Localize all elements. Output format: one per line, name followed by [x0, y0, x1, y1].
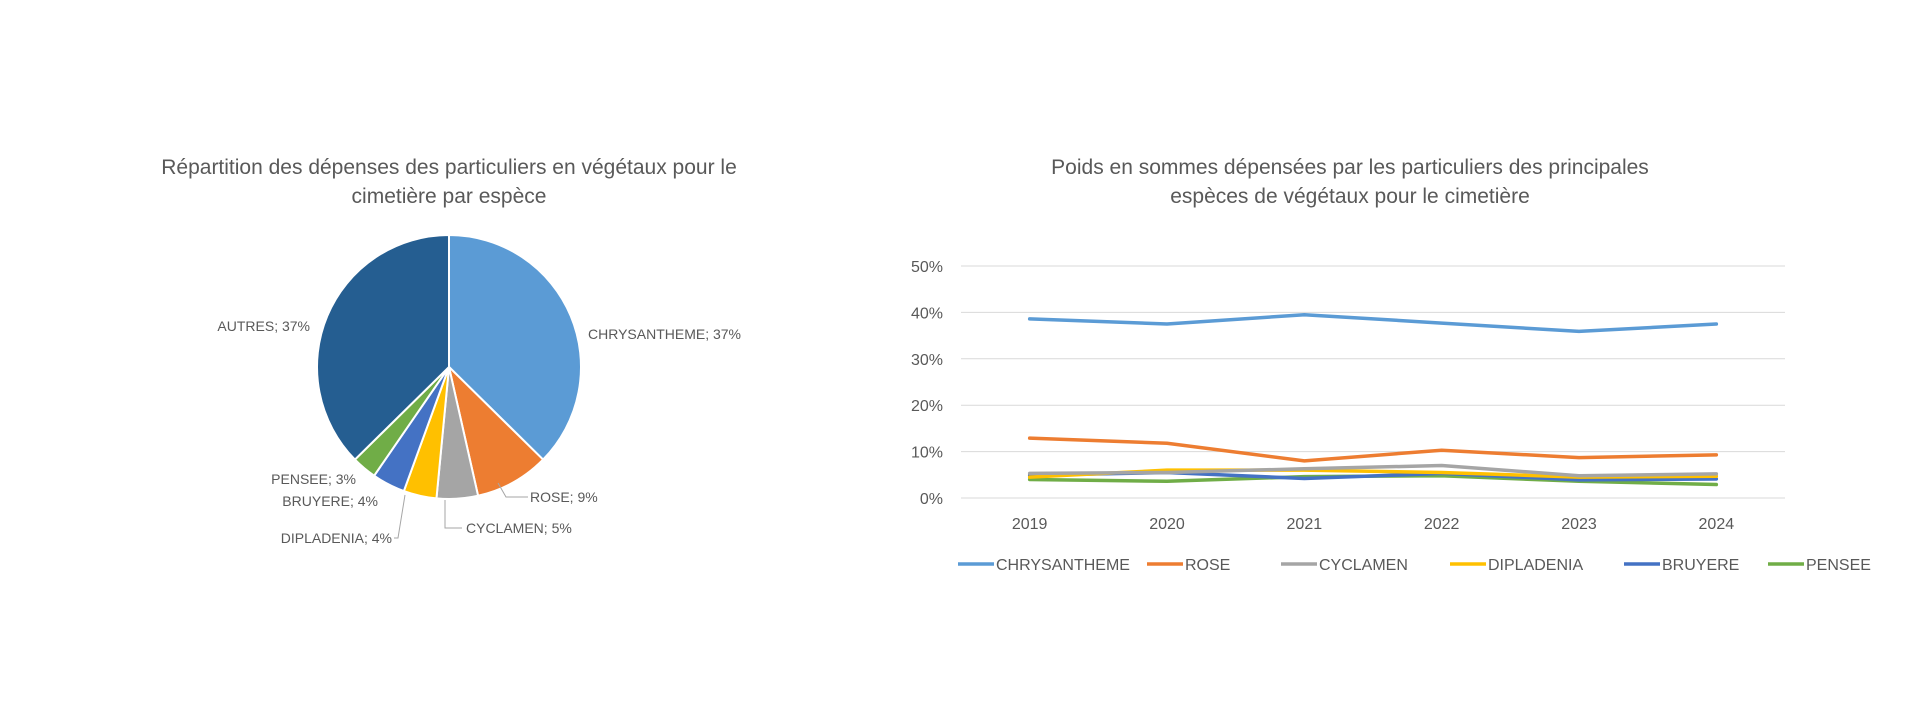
x-tick-label: 2019: [1012, 516, 1048, 533]
series-line-chrysantheme: [1027, 312, 1719, 334]
x-tick-label: 2020: [1149, 516, 1185, 533]
leader-rose: [497, 482, 528, 498]
series-line-rose: [1027, 436, 1719, 463]
legend-item-chrysantheme: CHRYSANTHEME: [958, 557, 1130, 574]
legend-label: PENSEE: [1806, 557, 1871, 574]
y-tick-label: 30%: [911, 352, 943, 369]
series-line-cyclamen: [1027, 463, 1719, 478]
legend-label: CYCLAMEN: [1319, 557, 1408, 574]
y-tick-label: 0%: [920, 491, 943, 508]
line-title-line-1: Poids en sommes dépensées par les partic…: [1051, 156, 1649, 179]
line-chart: Poids en sommes dépensées par les partic…: [911, 156, 1871, 574]
pie-title-line-1: Répartition des dépenses des particulier…: [161, 156, 737, 179]
pie-label-cyclamen: CYCLAMEN; 5%: [466, 520, 572, 536]
legend-label: DIPLADENIA: [1488, 557, 1583, 574]
legend-label: CHRYSANTHEME: [996, 557, 1130, 574]
y-tick-label: 40%: [911, 305, 943, 322]
legend-item-dipladenia: DIPLADENIA: [1450, 557, 1583, 574]
pie-label-chrysantheme: CHRYSANTHEME; 37%: [588, 326, 741, 342]
y-tick-label: 20%: [911, 398, 943, 415]
legend-item-bruyere: BRUYERE: [1624, 557, 1739, 574]
pie-chart: Répartition des dépenses des particulier…: [161, 156, 741, 546]
pie-label-autres: AUTRES; 37%: [217, 318, 310, 334]
y-tick-label: 50%: [911, 259, 943, 276]
leader-dipladenia: [394, 494, 406, 539]
legend-label: ROSE: [1185, 557, 1230, 574]
pie-label-pensee: PENSEE; 3%: [271, 471, 356, 487]
pie-label-bruyere: BRUYERE; 4%: [282, 493, 378, 509]
x-tick-label: 2021: [1287, 516, 1323, 533]
leader-cyclamen: [444, 500, 462, 529]
legend-item-rose: ROSE: [1147, 557, 1230, 574]
pie-slice-chrysantheme: [448, 233, 582, 462]
pie-label-dipladenia: DIPLADENIA; 4%: [281, 530, 392, 546]
legend-label: BRUYERE: [1662, 557, 1739, 574]
legend-item-cyclamen: CYCLAMEN: [1281, 557, 1408, 574]
line-title-line-2: espèces de végétaux pour le cimetière: [1170, 185, 1530, 208]
x-tick-label: 2024: [1699, 516, 1735, 533]
pie-slice-autres: [316, 233, 450, 462]
x-tick-label: 2023: [1561, 516, 1597, 533]
x-tick-label: 2022: [1424, 516, 1460, 533]
legend-item-pensee: PENSEE: [1768, 557, 1871, 574]
pie-title-line-2: cimetière par espèce: [352, 185, 547, 208]
y-tick-label: 10%: [911, 445, 943, 462]
pie-label-rose: ROSE; 9%: [530, 489, 598, 505]
